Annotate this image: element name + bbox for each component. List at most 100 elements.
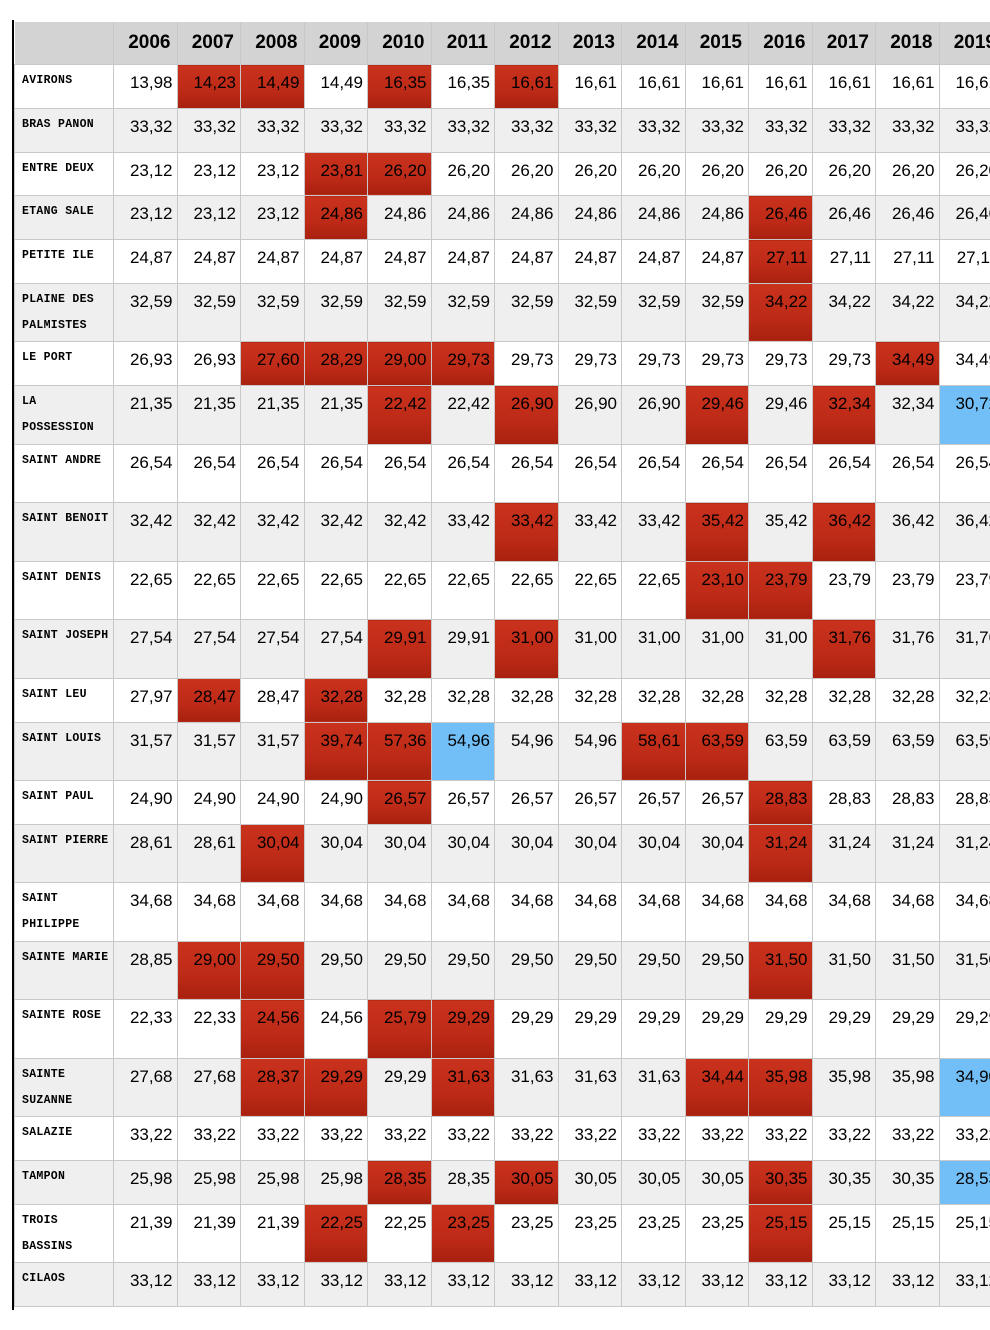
commune-name: SAINT BENOIT [14,502,114,562]
value-cell: 33,42 [430,502,495,562]
value-cell: 31,63 [621,1057,686,1118]
header-corner [14,22,114,65]
value-cell-increase: 26,46 [748,195,813,241]
value-cell-increase: 31,63 [430,1057,495,1118]
commune-name: CILAOS [14,1262,114,1308]
value-cell: 22,65 [176,560,241,621]
value-cell: 24,56 [303,999,368,1059]
value-cell: 26,54 [303,443,368,504]
value-cell: 33,32 [303,107,368,153]
value-cell: 32,28 [494,677,559,723]
value-cell: 26,20 [621,151,686,197]
value-cell-increase: 30,04 [240,823,305,884]
value-cell: 31,76 [875,619,940,679]
value-cell: 26,54 [176,443,241,504]
value-cell-increase: 16,61 [494,64,559,109]
value-cell: 30,04 [494,823,559,884]
value-cell: 16,61 [748,64,813,109]
table-row: SAINT JOSEPH 27,54 27,54 27,54 27,54 29,91 29,… [14,619,990,679]
value-cell-increase: 63,59 [684,721,749,782]
commune-label: SAINTE MARIE [22,950,109,964]
commune-label: ENTRE DEUX [22,161,95,175]
commune-name: ETANG SALE [14,195,114,241]
value-cell-increase: 28,83 [748,780,813,825]
value-cell: 34,68 [430,882,495,942]
value-cell: 33,12 [811,1262,876,1308]
value-cell: 26,54 [684,443,749,504]
value-cell: 31,00 [748,619,813,679]
value-cell: 26,46 [811,195,876,241]
value-cell-increase: 27,60 [240,341,305,387]
value-cell: 22,65 [367,560,432,621]
value-cell: 27,97 [113,677,178,723]
value-cell: 21,39 [240,1203,305,1264]
commune-name: PLAINE DES PALMISTES [14,282,114,343]
value-cell: 29,29 [494,999,559,1059]
year-header: 2013 [558,22,622,65]
value-cell: 23,25 [494,1203,559,1264]
value-cell-increase: 25,79 [367,999,432,1059]
value-cell: 16,61 [621,64,686,109]
value-cell: 27,68 [113,1057,178,1118]
value-cell: 33,32 [430,107,495,153]
value-cell: 23,12 [113,195,178,241]
left-border-rule [12,20,14,1310]
value-cell: 22,65 [557,560,622,621]
value-cell: 27,54 [303,619,368,679]
value-cell: 23,12 [176,151,241,197]
value-cell: 33,12 [938,1262,990,1308]
value-cell: 33,12 [303,1262,368,1308]
commune-name: SAINT JOSEPH [14,619,114,679]
value-cell: 29,29 [938,999,990,1059]
value-cell: 27,11 [938,239,990,284]
value-cell: 33,32 [557,107,622,153]
value-cell-increase: 27,11 [748,239,813,284]
value-cell: 32,59 [367,282,432,343]
commune-label: BRAS PANON [22,117,95,131]
value-cell: 23,25 [621,1203,686,1264]
value-cell: 23,12 [176,195,241,241]
commune-name: BRAS PANON [14,107,114,153]
value-cell: 31,57 [240,721,305,782]
value-cell: 13,98 [113,64,178,109]
value-cell-increase: 34,49 [875,341,940,387]
value-cell: 33,12 [113,1262,178,1308]
value-cell: 34,68 [557,882,622,942]
value-cell: 29,46 [748,385,813,445]
commune-label: CILAOS [22,1272,66,1286]
value-cell: 26,54 [430,443,495,504]
value-cell: 26,57 [557,780,622,825]
value-cell: 30,04 [303,823,368,884]
commune-label: SAINT DENIS [22,570,102,584]
table-body: AVIRONS 13,98 14,23 14,49 14,49 16,35 16,35 16,… [14,64,990,1308]
commune-label: SAINT BENOIT [22,512,109,526]
commune-label: SAINT PAUL [22,790,95,804]
value-cell: 32,34 [875,385,940,445]
value-cell: 33,12 [684,1262,749,1308]
value-cell: 33,12 [176,1262,241,1308]
value-cell: 63,59 [875,721,940,782]
value-cell: 26,20 [430,151,495,197]
value-cell-increase: 34,22 [748,282,813,343]
value-cell: 22,65 [621,560,686,621]
value-cell: 32,28 [557,677,622,723]
value-cell: 33,22 [113,1116,178,1162]
value-cell: 34,68 [494,882,559,942]
year-header: 2007 [177,22,241,65]
table-row: ENTRE DEUX 23,12 23,12 23,12 23,81 26,20 26,20… [14,151,990,197]
value-cell: 24,87 [494,239,559,284]
commune-label: TAMPON [22,1170,66,1184]
value-cell: 21,35 [303,385,368,445]
value-cell: 32,28 [811,677,876,723]
value-cell: 21,39 [176,1203,241,1264]
value-cell: 29,73 [557,341,622,387]
value-cell-increase: 29,91 [367,619,432,679]
value-cell-increase: 31,24 [748,823,813,884]
table-row: SAINT PAUL 24,90 24,90 24,90 24,90 26,57 26,57… [14,780,990,825]
value-cell: 32,59 [684,282,749,343]
value-cell: 26,20 [557,151,622,197]
value-cell: 24,86 [684,195,749,241]
value-cell: 26,54 [811,443,876,504]
commune-label: SAINT PIERRE [22,833,109,847]
value-cell: 24,87 [113,239,178,284]
